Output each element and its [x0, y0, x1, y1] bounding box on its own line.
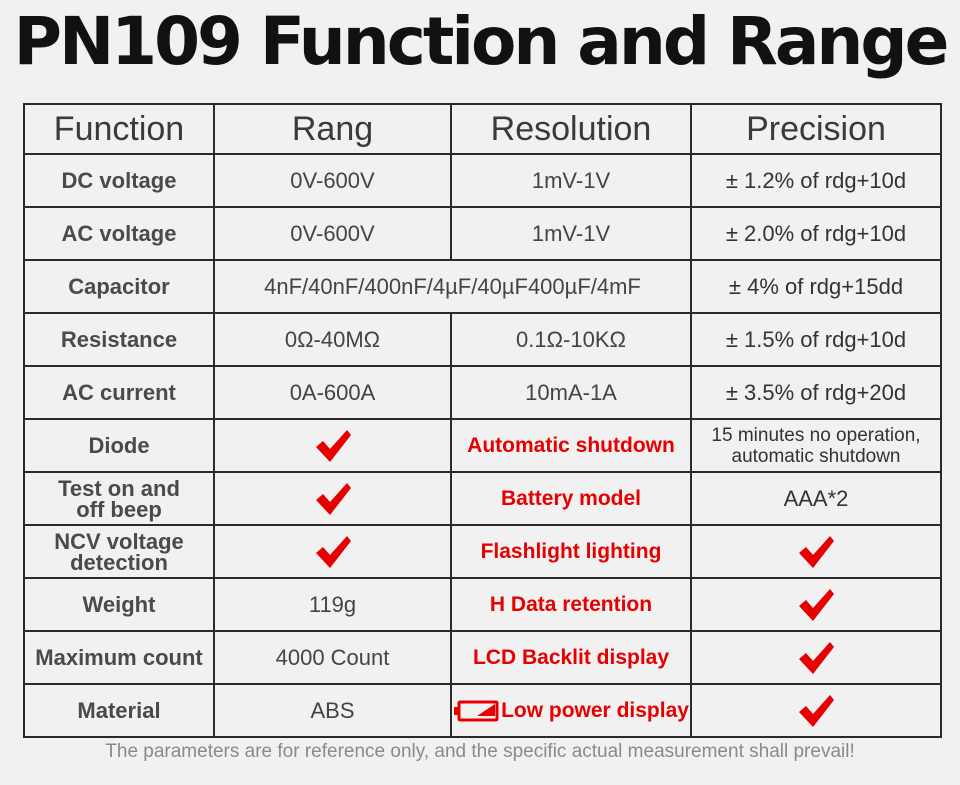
feature-cell: Automatic shutdown	[450, 418, 692, 473]
feature-prefix: H	[489, 592, 506, 616]
header-range: Rang	[213, 103, 452, 155]
header-resolution: Resolution	[450, 103, 692, 155]
function-line: detection	[70, 549, 168, 575]
resolution-cell: 0.1Ω-10KΩ	[450, 312, 692, 367]
function-cell: AC current	[23, 365, 215, 420]
feature-support-cell	[690, 683, 942, 738]
feature-support-cell	[690, 577, 942, 632]
range-cell: 0Ω-40MΩ	[213, 312, 452, 367]
header-function: Function	[23, 103, 215, 155]
feature-value-cell: 15 minutes no operation, automatic shutd…	[690, 418, 942, 473]
table-row: Capacitor 4nF/40nF/400nF/4µF/40µF400µF/4…	[23, 259, 942, 314]
support-cell	[213, 524, 452, 579]
function-cell: Material	[23, 683, 215, 738]
function-cell: Weight	[23, 577, 215, 632]
checkmark-icon	[799, 694, 834, 727]
table-header-row: Function Rang Resolution Precision	[23, 103, 942, 155]
range-cell: 4nF/40nF/400nF/4µF/40µF400µF/4mF	[213, 259, 692, 314]
support-cell	[213, 471, 452, 526]
function-cell: Maximum count	[23, 630, 215, 685]
checkmark-icon	[799, 641, 834, 674]
resolution-cell: 1mV-1V	[450, 206, 692, 261]
feature-cell: H Data retention	[450, 577, 692, 632]
range-cell: 0V-600V	[213, 206, 452, 261]
page-title: PN109 Function and Range	[13, 3, 950, 80]
checkmark-icon	[799, 535, 834, 568]
feature-value-line: automatic shutdown	[731, 445, 901, 467]
range-cell: 0V-600V	[213, 153, 452, 208]
table-row: Resistance 0Ω-40MΩ 0.1Ω-10KΩ ± 1.5% of r…	[23, 312, 942, 367]
footer-note: The parameters are for reference only, a…	[105, 741, 855, 762]
feature-cell: Flashlight lighting	[450, 524, 692, 579]
battery-low-icon	[454, 700, 499, 722]
function-cell: Resistance	[23, 312, 215, 367]
feature-value-cell: AAA*2	[690, 471, 942, 526]
feature-prefix: LCD	[472, 645, 517, 669]
table-row: Material ABS Low power display	[23, 683, 942, 738]
feature-support-cell	[690, 630, 942, 685]
feature-label: Low power display	[501, 698, 689, 722]
value-cell: ABS	[213, 683, 452, 738]
feature-label: Data retention	[510, 592, 653, 616]
function-cell: AC voltage	[23, 206, 215, 261]
resolution-cell: 10mA-1A	[450, 365, 692, 420]
value-cell: 119g	[213, 577, 452, 632]
feature-label: Backlit display	[521, 645, 670, 669]
function-line: NCV voltage	[54, 528, 184, 554]
function-cell: Diode	[23, 418, 215, 473]
range-cell: 0A-600A	[213, 365, 452, 420]
checkmark-icon	[799, 588, 834, 621]
spec-table: Function Rang Resolution Precision DC vo…	[23, 103, 942, 738]
function-line: Test on and	[58, 475, 180, 501]
table-row: AC voltage 0V-600V 1mV-1V ± 2.0% of rdg+…	[23, 206, 942, 261]
checkmark-icon	[315, 535, 351, 568]
table-row: AC current 0A-600A 10mA-1A ± 3.5% of rdg…	[23, 365, 942, 420]
precision-cell: ± 1.5% of rdg+10d	[690, 312, 942, 367]
table-row: DC voltage 0V-600V 1mV-1V ± 1.2% of rdg+…	[23, 153, 942, 208]
table-row: NCV voltage detection Flashlight lightin…	[23, 524, 942, 579]
checkmark-icon	[315, 482, 351, 515]
function-line: off beep	[76, 496, 162, 522]
feature-cell: LCD Backlit display	[450, 630, 692, 685]
feature-support-cell	[690, 524, 942, 579]
checkmark-icon	[315, 429, 351, 462]
precision-cell: ± 4% of rdg+15dd	[690, 259, 942, 314]
function-cell: NCV voltage detection	[23, 524, 215, 579]
precision-cell: ± 3.5% of rdg+20d	[690, 365, 942, 420]
feature-cell: Battery model	[450, 471, 692, 526]
feature-value-line: 15 minutes no operation,	[711, 424, 921, 446]
header-precision: Precision	[690, 103, 942, 155]
function-cell: Capacitor	[23, 259, 215, 314]
feature-cell: Low power display	[450, 683, 692, 738]
table-row: Maximum count 4000 Count LCD Backlit dis…	[23, 630, 942, 685]
table-row: Diode Automatic shutdown 15 minutes no o…	[23, 418, 942, 473]
function-cell: DC voltage	[23, 153, 215, 208]
table-row: Weight 119g H Data retention	[23, 577, 942, 632]
resolution-cell: 1mV-1V	[450, 153, 692, 208]
precision-cell: ± 1.2% of rdg+10d	[690, 153, 942, 208]
function-cell: Test on and off beep	[23, 471, 215, 526]
precision-cell: ± 2.0% of rdg+10d	[690, 206, 942, 261]
value-cell: 4000 Count	[213, 630, 452, 685]
support-cell	[213, 418, 452, 473]
table-row: Test on and off beep Battery model AAA*2	[23, 471, 942, 526]
